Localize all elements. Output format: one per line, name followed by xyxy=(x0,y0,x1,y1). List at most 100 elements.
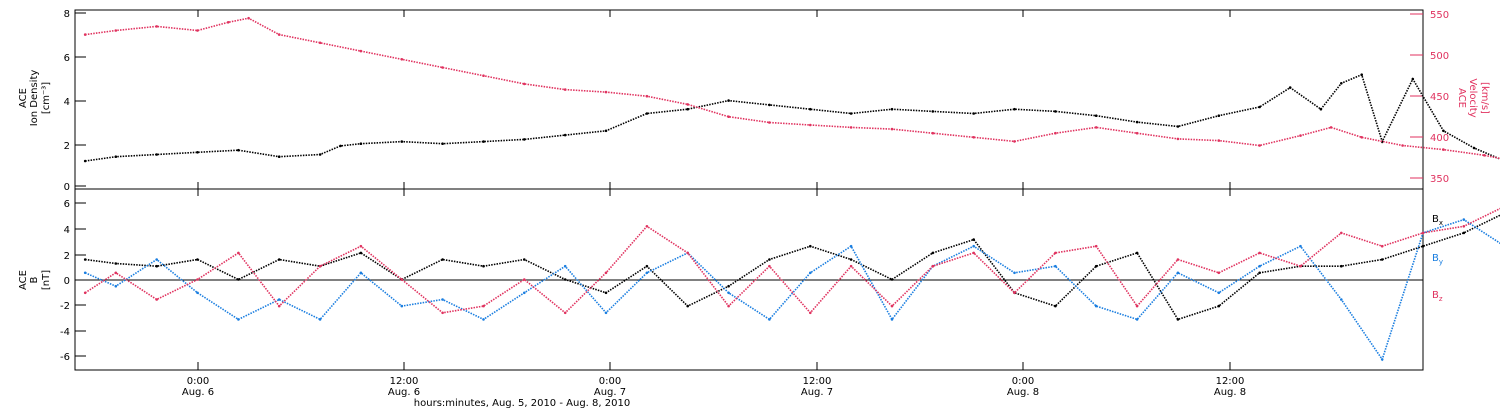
bx-series-point xyxy=(114,262,118,265)
by-series-point xyxy=(1054,264,1057,268)
by-series-point xyxy=(1299,244,1302,248)
density-series-point xyxy=(1013,107,1016,111)
density-tick-label: 2 xyxy=(64,141,70,152)
density-series-point xyxy=(645,112,649,115)
velocity-series-point xyxy=(1176,137,1180,141)
series-layer xyxy=(83,16,1500,362)
velocity-series-point xyxy=(359,49,363,53)
density-series-point xyxy=(931,110,935,113)
bx-series-point xyxy=(359,251,363,255)
legend-by-base: B xyxy=(1432,253,1439,264)
bx-series-point xyxy=(1340,264,1343,268)
field-tick-label: 2 xyxy=(64,251,70,262)
velocity-series-point xyxy=(1013,140,1016,143)
density-tick-label: 0 xyxy=(64,182,70,193)
bx-series-point xyxy=(1217,304,1221,308)
bz-series-point xyxy=(727,304,730,308)
bz-series-point xyxy=(523,278,526,281)
x-tick-time: 12:00 xyxy=(803,376,832,387)
legend-by-sub: y xyxy=(1439,258,1443,266)
density-series-point xyxy=(686,107,689,111)
plasma-panel-frame xyxy=(74,9,1424,190)
density-series-point xyxy=(563,133,567,137)
by-series-point xyxy=(359,271,363,275)
bz-series-point xyxy=(1340,231,1343,235)
bx-series-point xyxy=(563,278,567,281)
velocity-series-point xyxy=(1135,131,1139,135)
field-tick-label: -4 xyxy=(60,327,70,338)
velocity-units: [km/s] xyxy=(1479,82,1490,114)
bx-series-point xyxy=(768,258,771,261)
bz-series-point xyxy=(1013,291,1016,295)
by-series-point xyxy=(1462,218,1466,221)
legend-bz: Bz xyxy=(1432,290,1443,303)
x-tick-date: Aug. 8 xyxy=(1007,387,1039,398)
bz-series-point xyxy=(1094,244,1098,248)
velocity-tick-label: 500 xyxy=(1430,51,1449,62)
velocity-series-point xyxy=(1258,144,1261,147)
density-series-point xyxy=(1288,86,1292,89)
velocity-series-point xyxy=(400,58,404,61)
density-tick-label: 6 xyxy=(64,53,70,64)
density-series-point xyxy=(1340,82,1343,85)
by-series-point xyxy=(890,318,894,321)
bz-series-point xyxy=(849,264,853,268)
x-tick-date: Aug. 6 xyxy=(388,387,420,398)
bx-series-point xyxy=(1054,304,1057,308)
velocity-series-point xyxy=(645,94,649,98)
density-series-point xyxy=(604,129,608,133)
by-series-point xyxy=(1176,271,1180,275)
density-series-point xyxy=(1094,114,1098,117)
velocity-series-point xyxy=(482,74,485,77)
bx-series-point xyxy=(809,244,812,248)
field-label-line2: B xyxy=(29,276,40,283)
by-series-point xyxy=(645,271,649,275)
density-series-point xyxy=(972,112,975,115)
by-series-point xyxy=(277,298,281,301)
density-axis-label: ACE Ion Density [cm⁻³] xyxy=(18,70,52,127)
bz-series-point xyxy=(645,225,649,228)
by-series-point xyxy=(1380,358,1384,361)
bz-series-point xyxy=(1054,251,1057,255)
bx-series-point xyxy=(441,258,444,261)
velocity-series-point xyxy=(563,88,567,91)
field-tick-label: -2 xyxy=(60,301,70,312)
bz-series xyxy=(84,207,1500,315)
density-tick-labels: 8 6 4 2 0 xyxy=(64,9,70,193)
density-series-point xyxy=(890,107,894,111)
bz-series-point xyxy=(359,244,363,248)
velocity-series-point xyxy=(114,29,118,32)
density-series-point xyxy=(359,142,363,145)
density-units: [cm⁻³] xyxy=(41,82,52,114)
bz-series-point xyxy=(277,304,281,308)
bx-series-point xyxy=(645,264,649,268)
density-series-point xyxy=(809,107,812,111)
bx-series-point xyxy=(890,278,894,281)
x-tick-labels: 0:00 Aug. 6 12:00 Aug. 6 0:00 Aug. 7 12:… xyxy=(182,376,1246,398)
legend-by: By xyxy=(1432,253,1443,266)
by-series-point xyxy=(1013,271,1016,275)
bx-series-point xyxy=(972,238,975,241)
x-tick-time: 12:00 xyxy=(1216,376,1245,387)
density-series-point xyxy=(523,138,526,141)
velocity-label-line1: ACE xyxy=(1456,88,1467,108)
field-legend: Bx By Bz xyxy=(1432,214,1443,303)
by-series-point xyxy=(1094,304,1098,308)
density-series-point xyxy=(339,144,342,148)
velocity-series-point xyxy=(1401,144,1404,147)
density-series-point xyxy=(1258,105,1261,109)
bz-series-point xyxy=(155,298,158,301)
field-tick-label: 0 xyxy=(64,276,70,287)
legend-bx-base: B xyxy=(1432,214,1439,225)
by-series-point xyxy=(563,264,567,268)
bx-series-point xyxy=(727,284,730,288)
density-series-point xyxy=(1176,125,1180,128)
x-tick-time: 12:00 xyxy=(390,376,419,387)
x-tick-date: Aug. 7 xyxy=(594,387,626,398)
bx-series xyxy=(85,214,1500,321)
density-series-point xyxy=(277,155,281,158)
bz-series-point xyxy=(237,251,240,255)
density-series-point xyxy=(1319,107,1323,111)
density-ticks xyxy=(75,12,86,187)
velocity-ticks xyxy=(1410,13,1423,179)
